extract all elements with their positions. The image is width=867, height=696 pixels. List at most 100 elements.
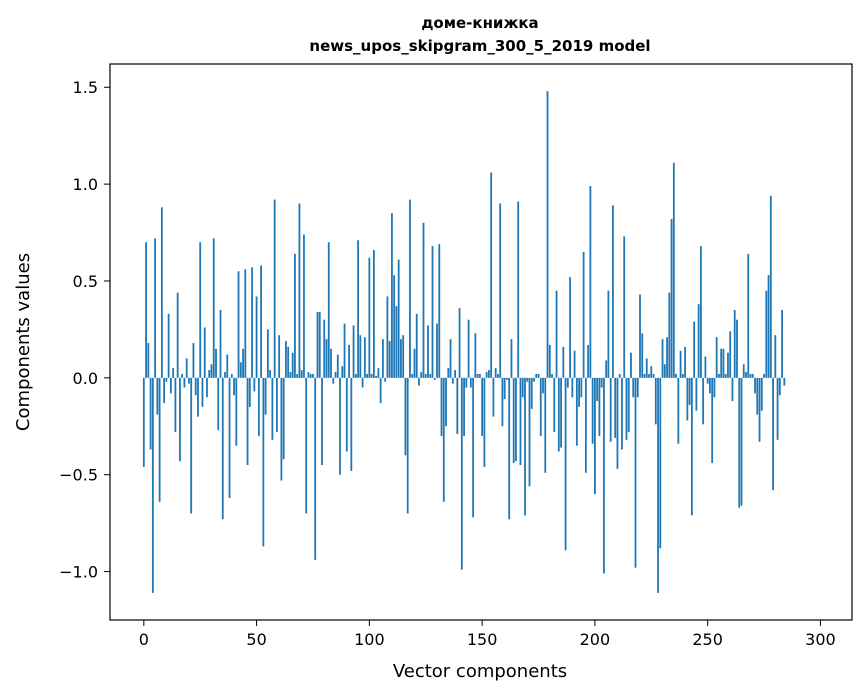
bar-233 xyxy=(668,292,671,378)
bar-229 xyxy=(659,377,662,549)
bar-212 xyxy=(621,377,623,450)
bar-14 xyxy=(174,377,177,433)
bar-157 xyxy=(497,373,499,378)
bar-143 xyxy=(465,377,468,388)
bar-115 xyxy=(402,335,405,378)
bar-134 xyxy=(445,377,447,427)
bar-6 xyxy=(156,377,159,415)
bar-276 xyxy=(765,290,768,378)
bar-31 xyxy=(212,238,215,378)
bar-104 xyxy=(377,368,380,378)
bar-46 xyxy=(246,377,249,466)
y-axis-label: Components values xyxy=(13,253,34,431)
bar-160 xyxy=(503,377,506,400)
bar-158 xyxy=(499,203,502,378)
bar-16 xyxy=(179,377,181,462)
bar-194 xyxy=(580,377,583,398)
bar-30 xyxy=(210,364,213,378)
bar-57 xyxy=(271,377,274,440)
bar-series xyxy=(142,91,786,593)
bar-41 xyxy=(235,377,238,446)
bar-5 xyxy=(154,238,156,378)
bar-50 xyxy=(255,296,258,378)
y-tick-label: 1.0 xyxy=(73,175,98,194)
bar-105 xyxy=(379,377,382,404)
bar-235 xyxy=(672,162,675,378)
bar-136 xyxy=(449,339,452,378)
bar-69 xyxy=(298,203,301,378)
bar-217 xyxy=(632,377,635,398)
bar-10 xyxy=(165,377,168,382)
bar-203 xyxy=(600,377,603,388)
bar-258 xyxy=(724,373,727,378)
bar-266 xyxy=(742,364,745,378)
bar-60 xyxy=(278,335,281,378)
bar-70 xyxy=(300,370,303,378)
bar-171 xyxy=(528,377,531,487)
bar-152 xyxy=(485,372,488,378)
bar-251 xyxy=(709,377,711,394)
bar-184 xyxy=(557,377,560,452)
bar-54 xyxy=(264,377,267,415)
bar-18 xyxy=(183,377,186,388)
bar-85 xyxy=(334,372,337,378)
bar-13 xyxy=(172,368,175,378)
bar-236 xyxy=(675,373,677,378)
bar-239 xyxy=(681,373,684,378)
bar-216 xyxy=(630,352,632,378)
bar-274 xyxy=(760,377,763,411)
bar-86 xyxy=(336,354,339,378)
chart-subtitle: news_upos_skipgram_300_5_2019 model xyxy=(309,37,650,55)
bar-98 xyxy=(363,337,366,378)
bar-121 xyxy=(415,313,418,378)
bar-106 xyxy=(381,339,384,378)
bar-228 xyxy=(657,377,659,593)
bar-227 xyxy=(654,377,657,425)
bar-22 xyxy=(192,342,195,378)
bar-224 xyxy=(648,373,650,378)
bar-117 xyxy=(406,377,409,514)
bar-206 xyxy=(607,290,610,378)
bar-137 xyxy=(451,377,454,384)
bar-208 xyxy=(612,205,614,378)
bar-28 xyxy=(206,377,208,398)
bar-275 xyxy=(763,373,765,378)
bar-99 xyxy=(366,373,368,378)
plot-frame xyxy=(109,63,853,621)
bar-8 xyxy=(160,207,163,378)
bar-243 xyxy=(690,377,693,516)
bar-283 xyxy=(781,310,783,378)
bar-255 xyxy=(718,373,720,378)
bar-83 xyxy=(330,348,332,378)
bar-195 xyxy=(582,251,585,378)
bar-123 xyxy=(420,372,423,378)
bar-141 xyxy=(460,377,463,570)
bar-132 xyxy=(440,377,443,436)
bar-58 xyxy=(273,199,276,378)
bar-270 xyxy=(751,373,754,378)
bar-172 xyxy=(530,377,533,409)
bar-145 xyxy=(469,377,472,388)
bar-51 xyxy=(257,377,260,436)
bar-127 xyxy=(429,373,432,378)
bar-259 xyxy=(727,352,729,378)
bar-113 xyxy=(397,259,400,378)
bar-223 xyxy=(645,358,648,378)
bar-80 xyxy=(323,319,326,378)
bar-241 xyxy=(686,377,689,421)
bar-173 xyxy=(533,377,535,382)
bar-55 xyxy=(266,329,269,378)
bar-43 xyxy=(239,362,242,378)
bar-116 xyxy=(404,377,407,456)
bar-74 xyxy=(309,373,312,378)
bar-62 xyxy=(282,377,285,460)
bar-118 xyxy=(409,199,411,378)
bar-164 xyxy=(512,377,515,464)
bar-169 xyxy=(524,377,526,516)
bar-249 xyxy=(704,356,707,378)
bar-189 xyxy=(569,277,571,378)
bar-11 xyxy=(167,313,170,378)
bar-240 xyxy=(684,346,686,378)
